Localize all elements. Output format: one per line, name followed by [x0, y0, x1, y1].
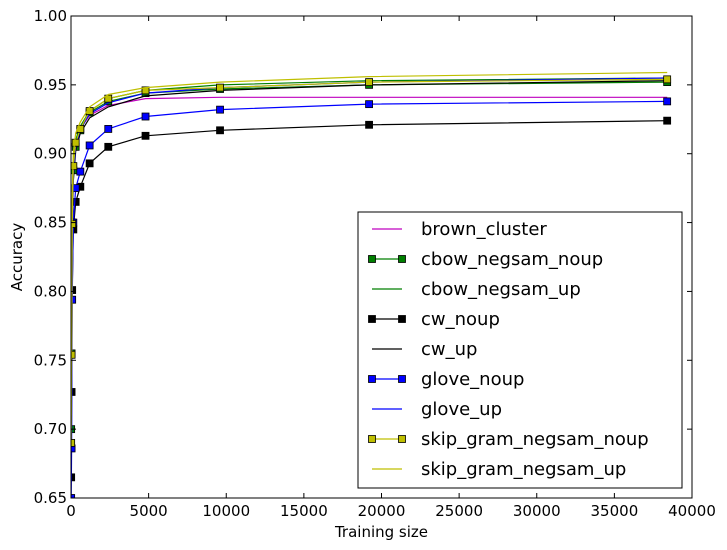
legend-label: glove_noup [421, 369, 524, 390]
legend-entry: glove_noup [368, 369, 524, 390]
x-tick-label: 35000 [591, 502, 639, 520]
x-tick-label: 10000 [202, 502, 250, 520]
legend-marker [398, 255, 406, 263]
legend-label: brown_cluster [421, 219, 547, 240]
legend-marker [398, 435, 406, 443]
legend-label: cbow_negsam_up [421, 279, 581, 300]
y-tick-label: 0.65 [34, 489, 67, 507]
data-point [663, 116, 672, 125]
legend-entry: cw_up [372, 339, 477, 360]
data-point [104, 125, 113, 133]
data-point [104, 142, 113, 151]
data-point [365, 78, 373, 87]
legend-marker [368, 375, 376, 383]
y-axis-label: Accuracy [8, 223, 26, 292]
y-tick-label: 0.95 [34, 76, 67, 94]
legend-label: cw_up [421, 339, 477, 360]
data-point [71, 138, 80, 147]
y-tick-label: 0.75 [34, 351, 67, 369]
x-tick-label: 30000 [513, 502, 561, 520]
legend-entry: cw_noup [368, 309, 500, 330]
data-point [216, 105, 224, 114]
data-point [216, 83, 224, 92]
y-tick-label: 0.85 [34, 214, 67, 232]
series-line [71, 71, 668, 416]
y-tick-label: 0.80 [34, 282, 67, 300]
x-axis-label: Training size [334, 523, 428, 541]
legend-marker [368, 255, 376, 263]
data-point [141, 86, 150, 95]
legend-entry: cbow_negsam_up [372, 279, 581, 300]
legend-label: glove_up [421, 399, 502, 420]
legend-label: cbow_negsam_noup [421, 249, 603, 270]
data-point [663, 75, 672, 84]
legend-marker [398, 315, 406, 323]
x-tick-label: 25000 [435, 502, 483, 520]
data-point [365, 120, 373, 129]
data-point [141, 112, 150, 121]
x-tick-label: 40000 [668, 502, 716, 520]
x-tick-label: 15000 [280, 502, 328, 520]
y-tick-label: 1.00 [34, 7, 67, 25]
tick-layer: 0 5000 10000 15000 20000 25000 30000 35000 40000… [34, 7, 716, 520]
data-point [216, 126, 224, 135]
legend-marker [368, 315, 376, 323]
legend-entry: glove_up [372, 399, 502, 420]
legend-label: skip_gram_negsam_up [421, 459, 626, 480]
y-tick-label: 0.70 [34, 420, 67, 438]
data-point [141, 131, 150, 140]
data-point [663, 97, 672, 106]
legend-label: skip_gram_negsam_noup [421, 429, 649, 450]
x-tick-label: 5000 [130, 502, 168, 520]
legend-entry: skip_gram_negsam_noup [368, 429, 649, 450]
legend-label: cw_noup [421, 309, 500, 330]
legend-entry: skip_gram_negsam_up [372, 459, 626, 480]
x-tick-label: 20000 [358, 502, 406, 520]
legend-entry: brown_cluster [372, 219, 547, 240]
data-point [85, 159, 94, 168]
y-tick-label: 0.90 [34, 145, 67, 163]
legend: brown_cluster cbow_negsam_noup cbow_negsam… [357, 211, 683, 489]
legend-marker [398, 375, 406, 383]
data-point [76, 167, 85, 176]
data-point [85, 141, 94, 150]
x-tick-label: 0 [66, 502, 76, 520]
legend-entry: cbow_negsam_noup [368, 249, 603, 270]
legend-box [357, 211, 683, 489]
series-skip_gram_negsam_up [71, 71, 668, 416]
data-point [365, 100, 373, 109]
legend-marker [368, 435, 376, 443]
